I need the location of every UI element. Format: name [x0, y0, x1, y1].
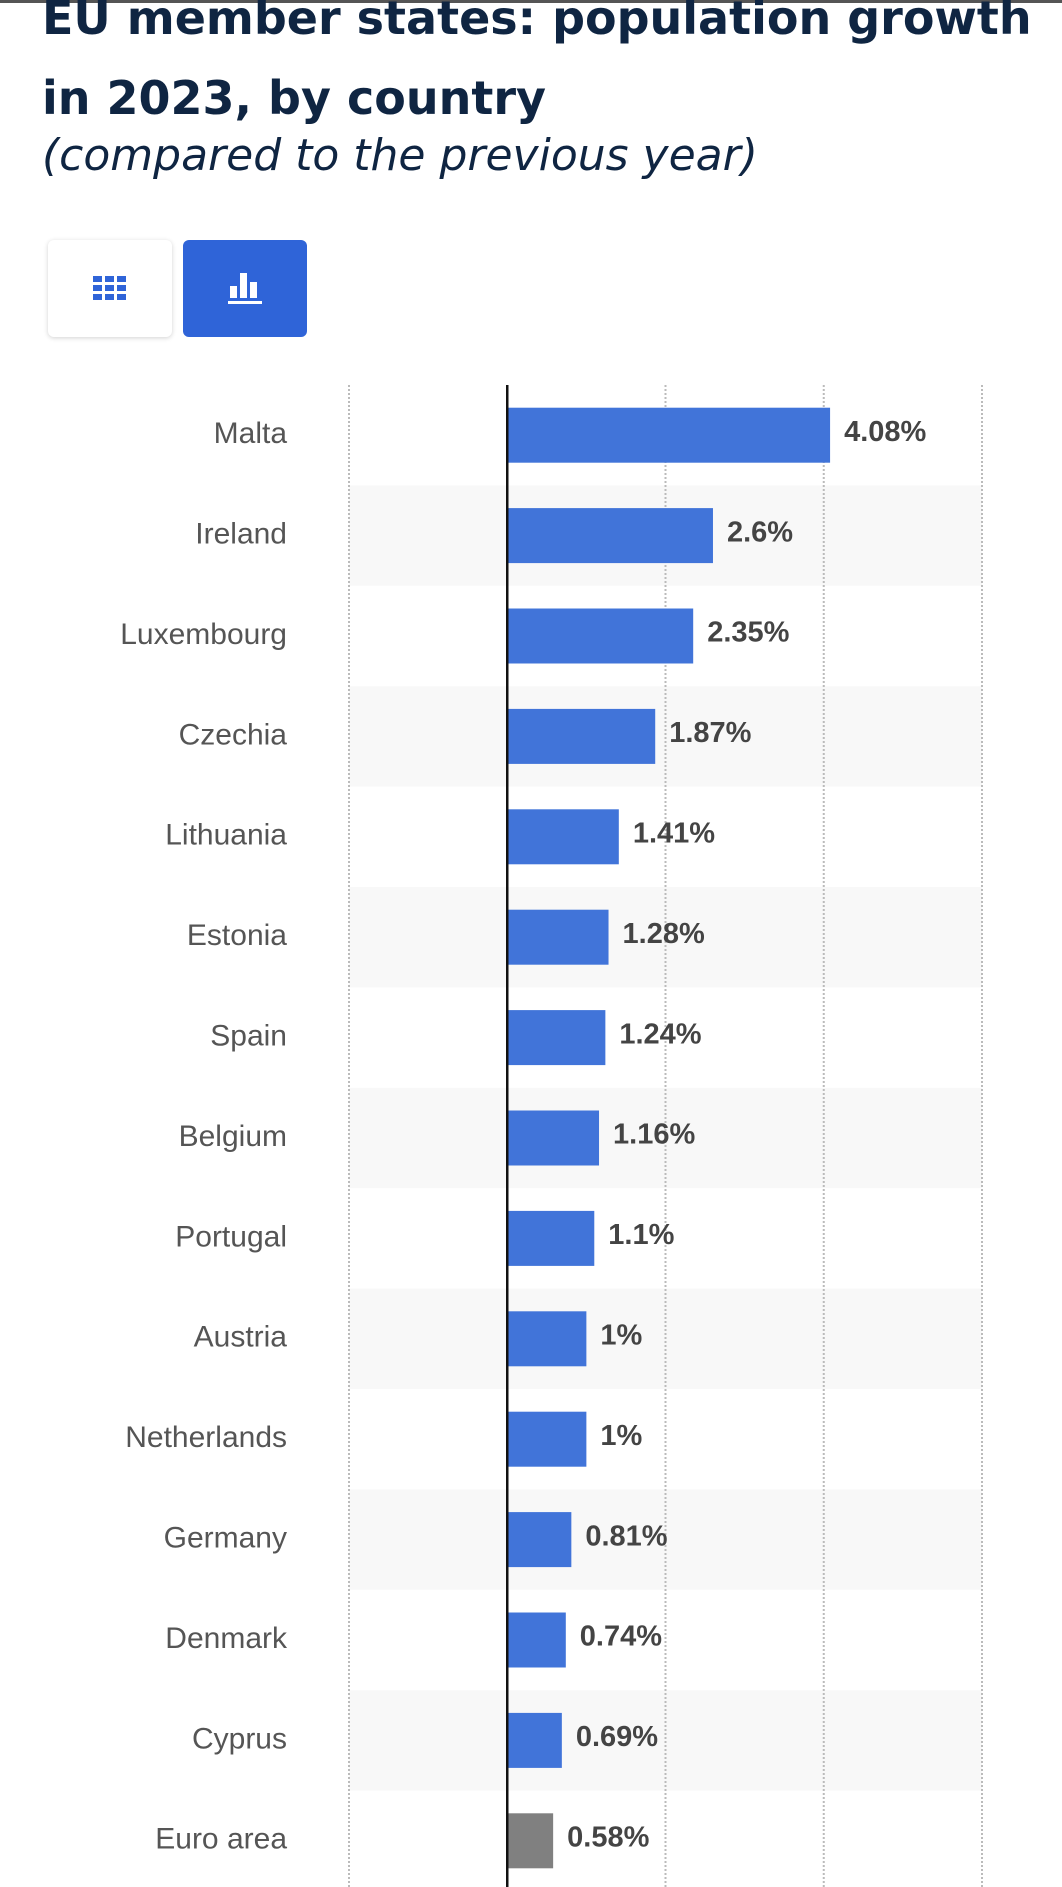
top-border	[0, 0, 1062, 3]
bar	[507, 708, 656, 764]
category-label: Denmark	[165, 1622, 288, 1655]
bar	[507, 1110, 600, 1166]
value-label: 1.41%	[633, 817, 715, 849]
bar	[507, 1612, 566, 1668]
value-label: 0.69%	[576, 1721, 658, 1753]
value-label: 1.87%	[669, 717, 751, 749]
value-label: 0.81%	[585, 1520, 667, 1552]
chart: Malta 4.08% Ireland 2.6% Luxembourg 2.35% Czec…	[120, 385, 983, 1887]
chart-view-button[interactable]	[183, 240, 307, 337]
bar	[507, 407, 831, 463]
category-label: Netherlands	[125, 1421, 287, 1454]
chart-icon	[228, 273, 262, 304]
category-label: Germany	[164, 1522, 287, 1555]
bar	[507, 508, 713, 564]
category-label: Cyprus	[192, 1722, 287, 1755]
value-label: 1%	[600, 1420, 642, 1452]
value-label: 1.16%	[613, 1119, 695, 1151]
category-label: Lithuania	[165, 819, 287, 852]
value-label: 2.35%	[707, 617, 789, 649]
value-label: 0.74%	[580, 1621, 662, 1653]
bar	[507, 1311, 587, 1367]
value-label: 4.08%	[844, 416, 926, 448]
subtitle: (compared to the previous year)	[42, 130, 758, 181]
bar	[507, 1210, 595, 1266]
bar	[507, 1512, 572, 1568]
category-label: Euro area	[155, 1823, 287, 1856]
table-icon	[93, 276, 126, 300]
value-label: 1.1%	[608, 1219, 674, 1251]
bar	[507, 909, 609, 965]
bar	[507, 1010, 606, 1066]
table-view-button[interactable]	[48, 240, 172, 337]
bar	[507, 809, 619, 865]
category-label: Austria	[194, 1321, 288, 1354]
value-label: 2.6%	[727, 516, 793, 548]
category-label: Malta	[214, 417, 288, 450]
category-label: Ireland	[195, 518, 287, 551]
value-label: 1.24%	[619, 1018, 701, 1050]
bar	[507, 1411, 587, 1467]
category-label: Luxembourg	[120, 618, 287, 651]
category-label: Czechia	[179, 718, 288, 751]
bar	[507, 1813, 554, 1869]
category-label: Portugal	[175, 1220, 287, 1253]
value-label: 0.58%	[567, 1821, 649, 1853]
bar	[507, 1712, 562, 1768]
category-label: Estonia	[187, 919, 287, 952]
bar	[507, 608, 694, 664]
category-label: Belgium	[179, 1120, 287, 1153]
title: EU member states: population growth in 2…	[42, 0, 1032, 125]
category-label: Spain	[210, 1020, 287, 1053]
value-label: 1.28%	[623, 918, 705, 950]
value-label: 1%	[600, 1319, 642, 1351]
